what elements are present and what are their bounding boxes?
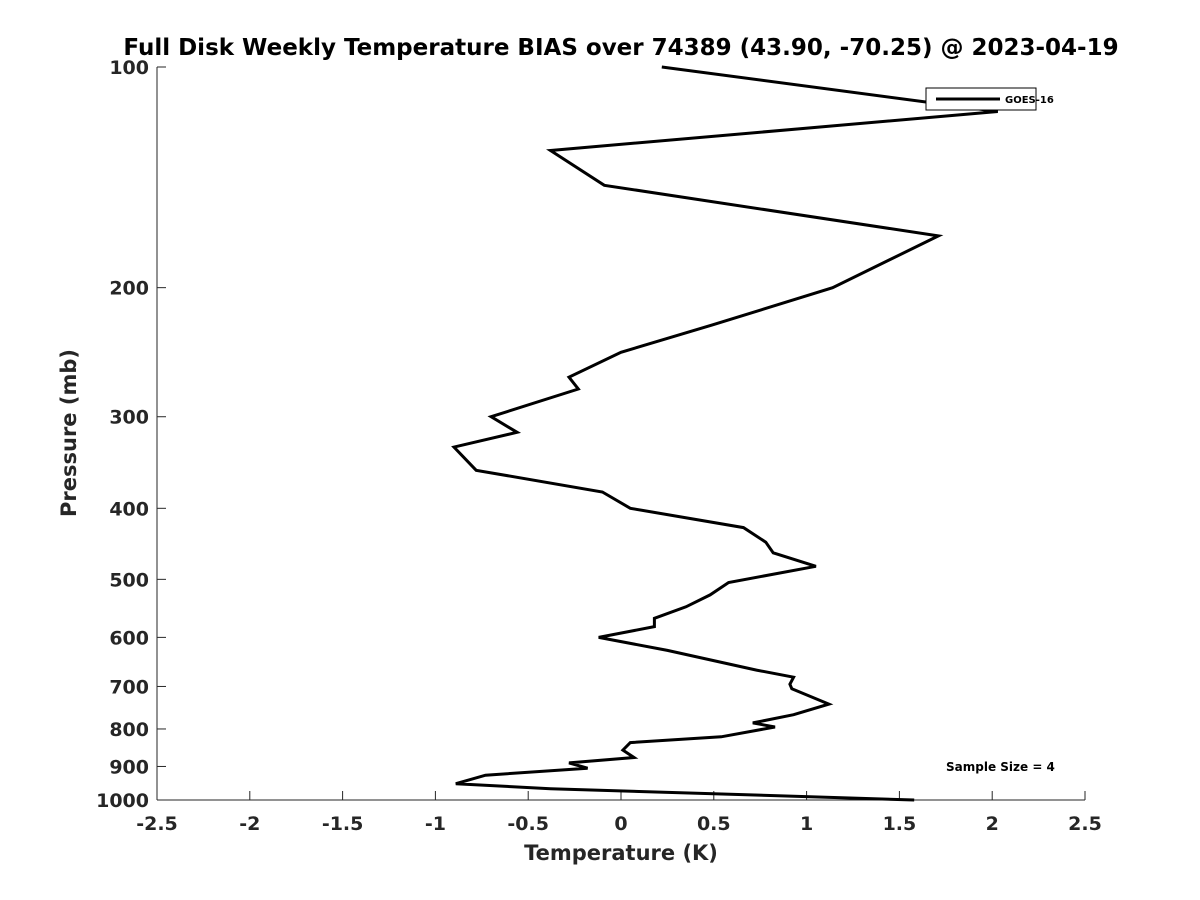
sample-size-annotation: Sample Size = 4 [946, 760, 1055, 774]
x-axis: -2.5 -2 -1.5 -1 -0.5 0 0.5 1 1.5 2 2.5 [136, 791, 1102, 835]
y-axis-label: Pressure (mb) [57, 349, 81, 517]
x-tick-label: -1.5 [322, 813, 364, 835]
x-tick-label: 2.5 [1068, 813, 1102, 835]
y-tick-label: 700 [109, 676, 149, 698]
y-axis: 100 200 300 400 500 600 700 800 900 1000 [96, 57, 166, 812]
y-tick-label: 300 [109, 407, 149, 429]
y-tick-label: 600 [109, 627, 149, 649]
chart-title: Full Disk Weekly Temperature BIAS over 7… [123, 35, 1118, 61]
x-tick-label: -0.5 [507, 813, 549, 835]
x-tick-label: -2.5 [136, 813, 178, 835]
series-line-goes-16 [451, 65, 998, 802]
y-tick-label: 900 [109, 756, 149, 778]
x-axis-label: Temperature (K) [524, 841, 718, 865]
x-tick-label: -2 [239, 813, 260, 835]
x-tick-label: 1 [800, 813, 813, 835]
x-tick-label: 0.5 [697, 813, 731, 835]
legend-label-goes-16: GOES-16 [1005, 95, 1054, 106]
y-tick-label: 500 [109, 569, 149, 591]
y-tick-label: 800 [109, 719, 149, 741]
y-tick-label: 200 [109, 278, 149, 300]
x-tick-label: 1.5 [883, 813, 917, 835]
y-tick-label: 1000 [96, 790, 149, 812]
series-layer [451, 65, 998, 802]
y-tick-label: 100 [109, 57, 149, 79]
x-tick-label: 0 [614, 813, 627, 835]
y-tick-label: 400 [109, 498, 149, 520]
legend: GOES-16 [925, 87, 1054, 111]
x-tick-label: 2 [986, 813, 999, 835]
x-tick-label: -1 [425, 813, 446, 835]
